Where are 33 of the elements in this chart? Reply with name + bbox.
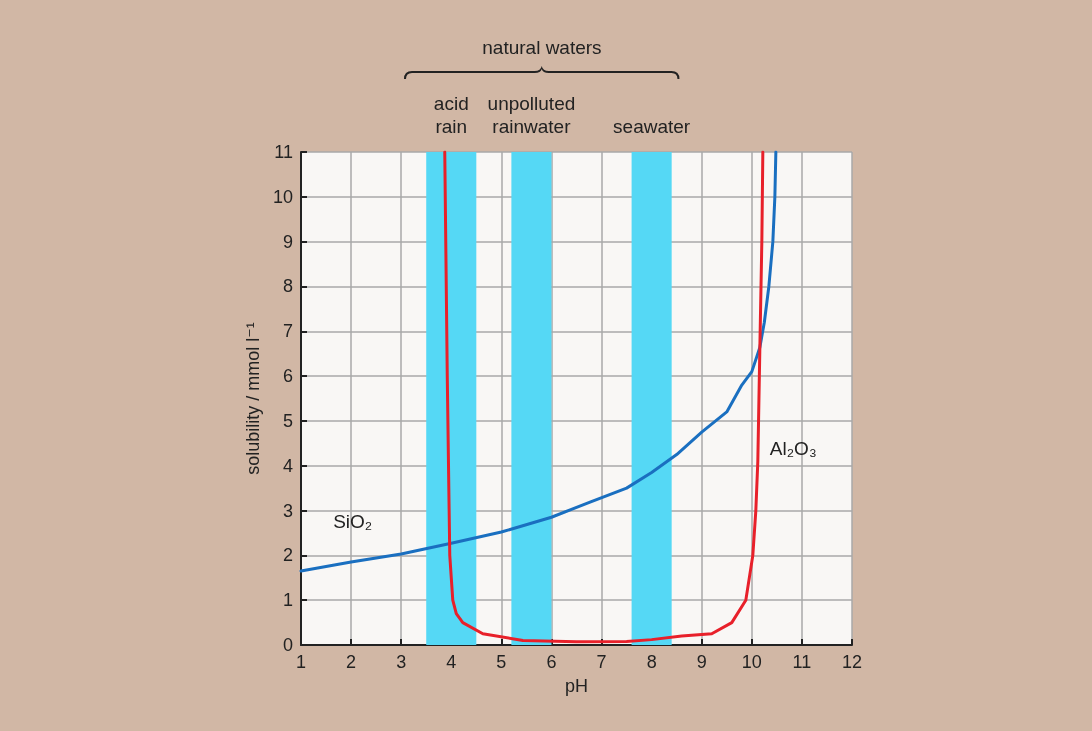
y-axis-title: solubility / mmol l⁻¹	[243, 322, 264, 475]
y-tick-label: 9	[282, 231, 293, 252]
x-tick-label: 7	[596, 652, 607, 672]
series-label: SiO₂	[333, 511, 373, 533]
band-label: unpolluted rainwater	[487, 93, 576, 137]
y-tick-label: 10	[272, 186, 293, 207]
x-tick-label: 2	[346, 652, 357, 672]
y-tick-label: 7	[282, 321, 293, 342]
y-tick-label: 6	[282, 366, 293, 387]
y-tick-label: 11	[274, 142, 293, 162]
y-tick-label: 0	[282, 635, 293, 655]
y-tick-label: 5	[282, 410, 293, 431]
x-tick-label: 5	[496, 652, 507, 672]
band-label: seawater	[613, 116, 691, 137]
y-tick-label: 4	[282, 455, 293, 476]
x-tick-label: 6	[546, 652, 557, 672]
x-tick-label: 1	[295, 652, 307, 672]
x-tick-label: 11	[792, 652, 812, 672]
y-tick-label: 8	[282, 276, 293, 297]
x-tick-label: 3	[396, 652, 407, 672]
y-tick-label: 2	[282, 545, 293, 566]
x-tick-label: 12	[841, 652, 863, 672]
x-axis-title: pH	[564, 676, 589, 696]
x-tick-label: 4	[446, 652, 457, 672]
x-tick-label: 9	[696, 652, 707, 672]
line-series	[443, 150, 765, 644]
series-label: Al₂O₃	[769, 438, 817, 460]
text: natural waters	[482, 37, 602, 58]
x-tick-label: 8	[646, 652, 657, 672]
y-tick-label: 1	[282, 590, 293, 611]
band-label: acid rain	[433, 93, 469, 137]
y-tick-label: 3	[282, 500, 293, 521]
x-tick-label: 10	[741, 652, 762, 672]
